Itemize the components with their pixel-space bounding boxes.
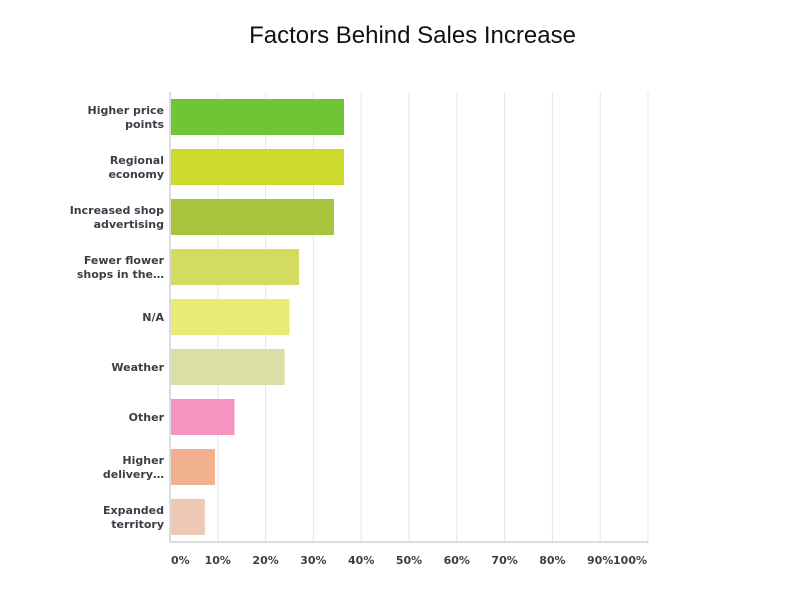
category-label: Fewer flower shops in the… — [77, 254, 165, 281]
x-tick-label: 20% — [252, 554, 278, 567]
x-tick-label: 30% — [300, 554, 326, 567]
x-tick-label: 40% — [348, 554, 374, 567]
x-tick-label: 80% — [539, 554, 565, 567]
x-tick-label: 70% — [491, 554, 517, 567]
bar — [171, 149, 344, 185]
x-tick-label: 100% — [613, 554, 647, 567]
x-tick-label: 90% — [587, 554, 613, 567]
category-label: Regional economy — [108, 154, 164, 181]
x-tick-label: 60% — [444, 554, 470, 567]
category-label: Higher delivery… — [103, 454, 165, 481]
chart-title: Factors Behind Sales Increase — [249, 22, 576, 49]
bar — [171, 199, 334, 235]
category-label: Other — [129, 411, 165, 424]
category-label: Higher price points — [88, 104, 165, 131]
x-tick-label: 50% — [396, 554, 422, 567]
category-label: N/A — [142, 311, 164, 324]
bar — [171, 299, 290, 335]
bar — [171, 99, 344, 135]
bar — [171, 449, 215, 485]
bar — [171, 499, 205, 535]
bar — [171, 399, 235, 435]
category-label: Weather — [111, 361, 164, 374]
bar — [171, 349, 285, 385]
x-tick-label: 0% — [171, 554, 190, 567]
bar — [171, 249, 300, 285]
bars — [171, 99, 344, 535]
category-label: Expanded territory — [103, 504, 164, 531]
category-labels: Higher price points Regional economy Increas… — [70, 104, 165, 531]
tick-labels: 0% 10% 20% 30% 40% 50% 60% 70% 80% 90% 100% — [171, 554, 647, 567]
x-tick-label: 10% — [205, 554, 231, 567]
category-label: Increased shop advertising — [70, 204, 164, 231]
